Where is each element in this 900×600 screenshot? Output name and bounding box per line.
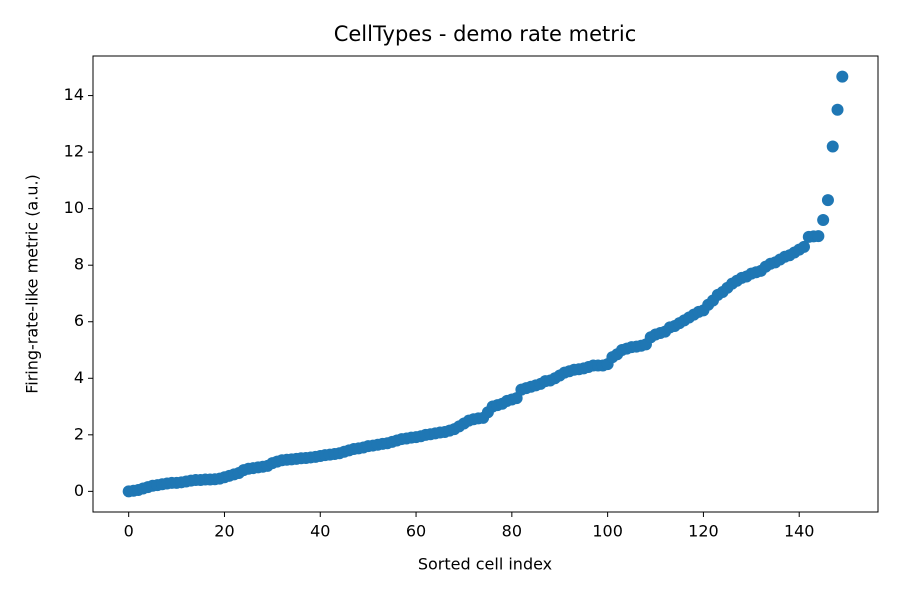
point <box>826 140 839 153</box>
x-axis-label: Sorted cell index <box>418 555 552 574</box>
y-tick-label: 2 <box>74 424 84 443</box>
y-tick-label: 4 <box>74 368 84 387</box>
y-tick-label: 12 <box>64 142 84 161</box>
point <box>798 240 811 253</box>
point <box>836 70 849 83</box>
y-tick-label: 14 <box>64 85 84 104</box>
x-tick-label: 80 <box>502 522 522 541</box>
x-tick-label: 140 <box>784 522 815 541</box>
point <box>831 103 844 116</box>
y-tick-label: 8 <box>74 255 84 274</box>
plot-frame <box>92 55 879 513</box>
x-tick-label: 60 <box>406 522 426 541</box>
point <box>821 194 834 207</box>
point <box>817 213 830 226</box>
point <box>812 230 825 243</box>
x-tick-label: 0 <box>124 522 134 541</box>
x-tick-label: 120 <box>688 522 719 541</box>
chart-title: CellTypes - demo rate metric <box>334 22 637 46</box>
y-tick-label: 0 <box>74 481 84 500</box>
x-tick-label: 100 <box>592 522 623 541</box>
x-tick-label: 20 <box>214 522 234 541</box>
y-tick-label: 6 <box>74 311 84 330</box>
y-axis-label: Firing-rate-like metric (a.u.) <box>23 174 42 394</box>
x-tick-label: 40 <box>310 522 330 541</box>
y-tick-label: 10 <box>64 198 84 217</box>
